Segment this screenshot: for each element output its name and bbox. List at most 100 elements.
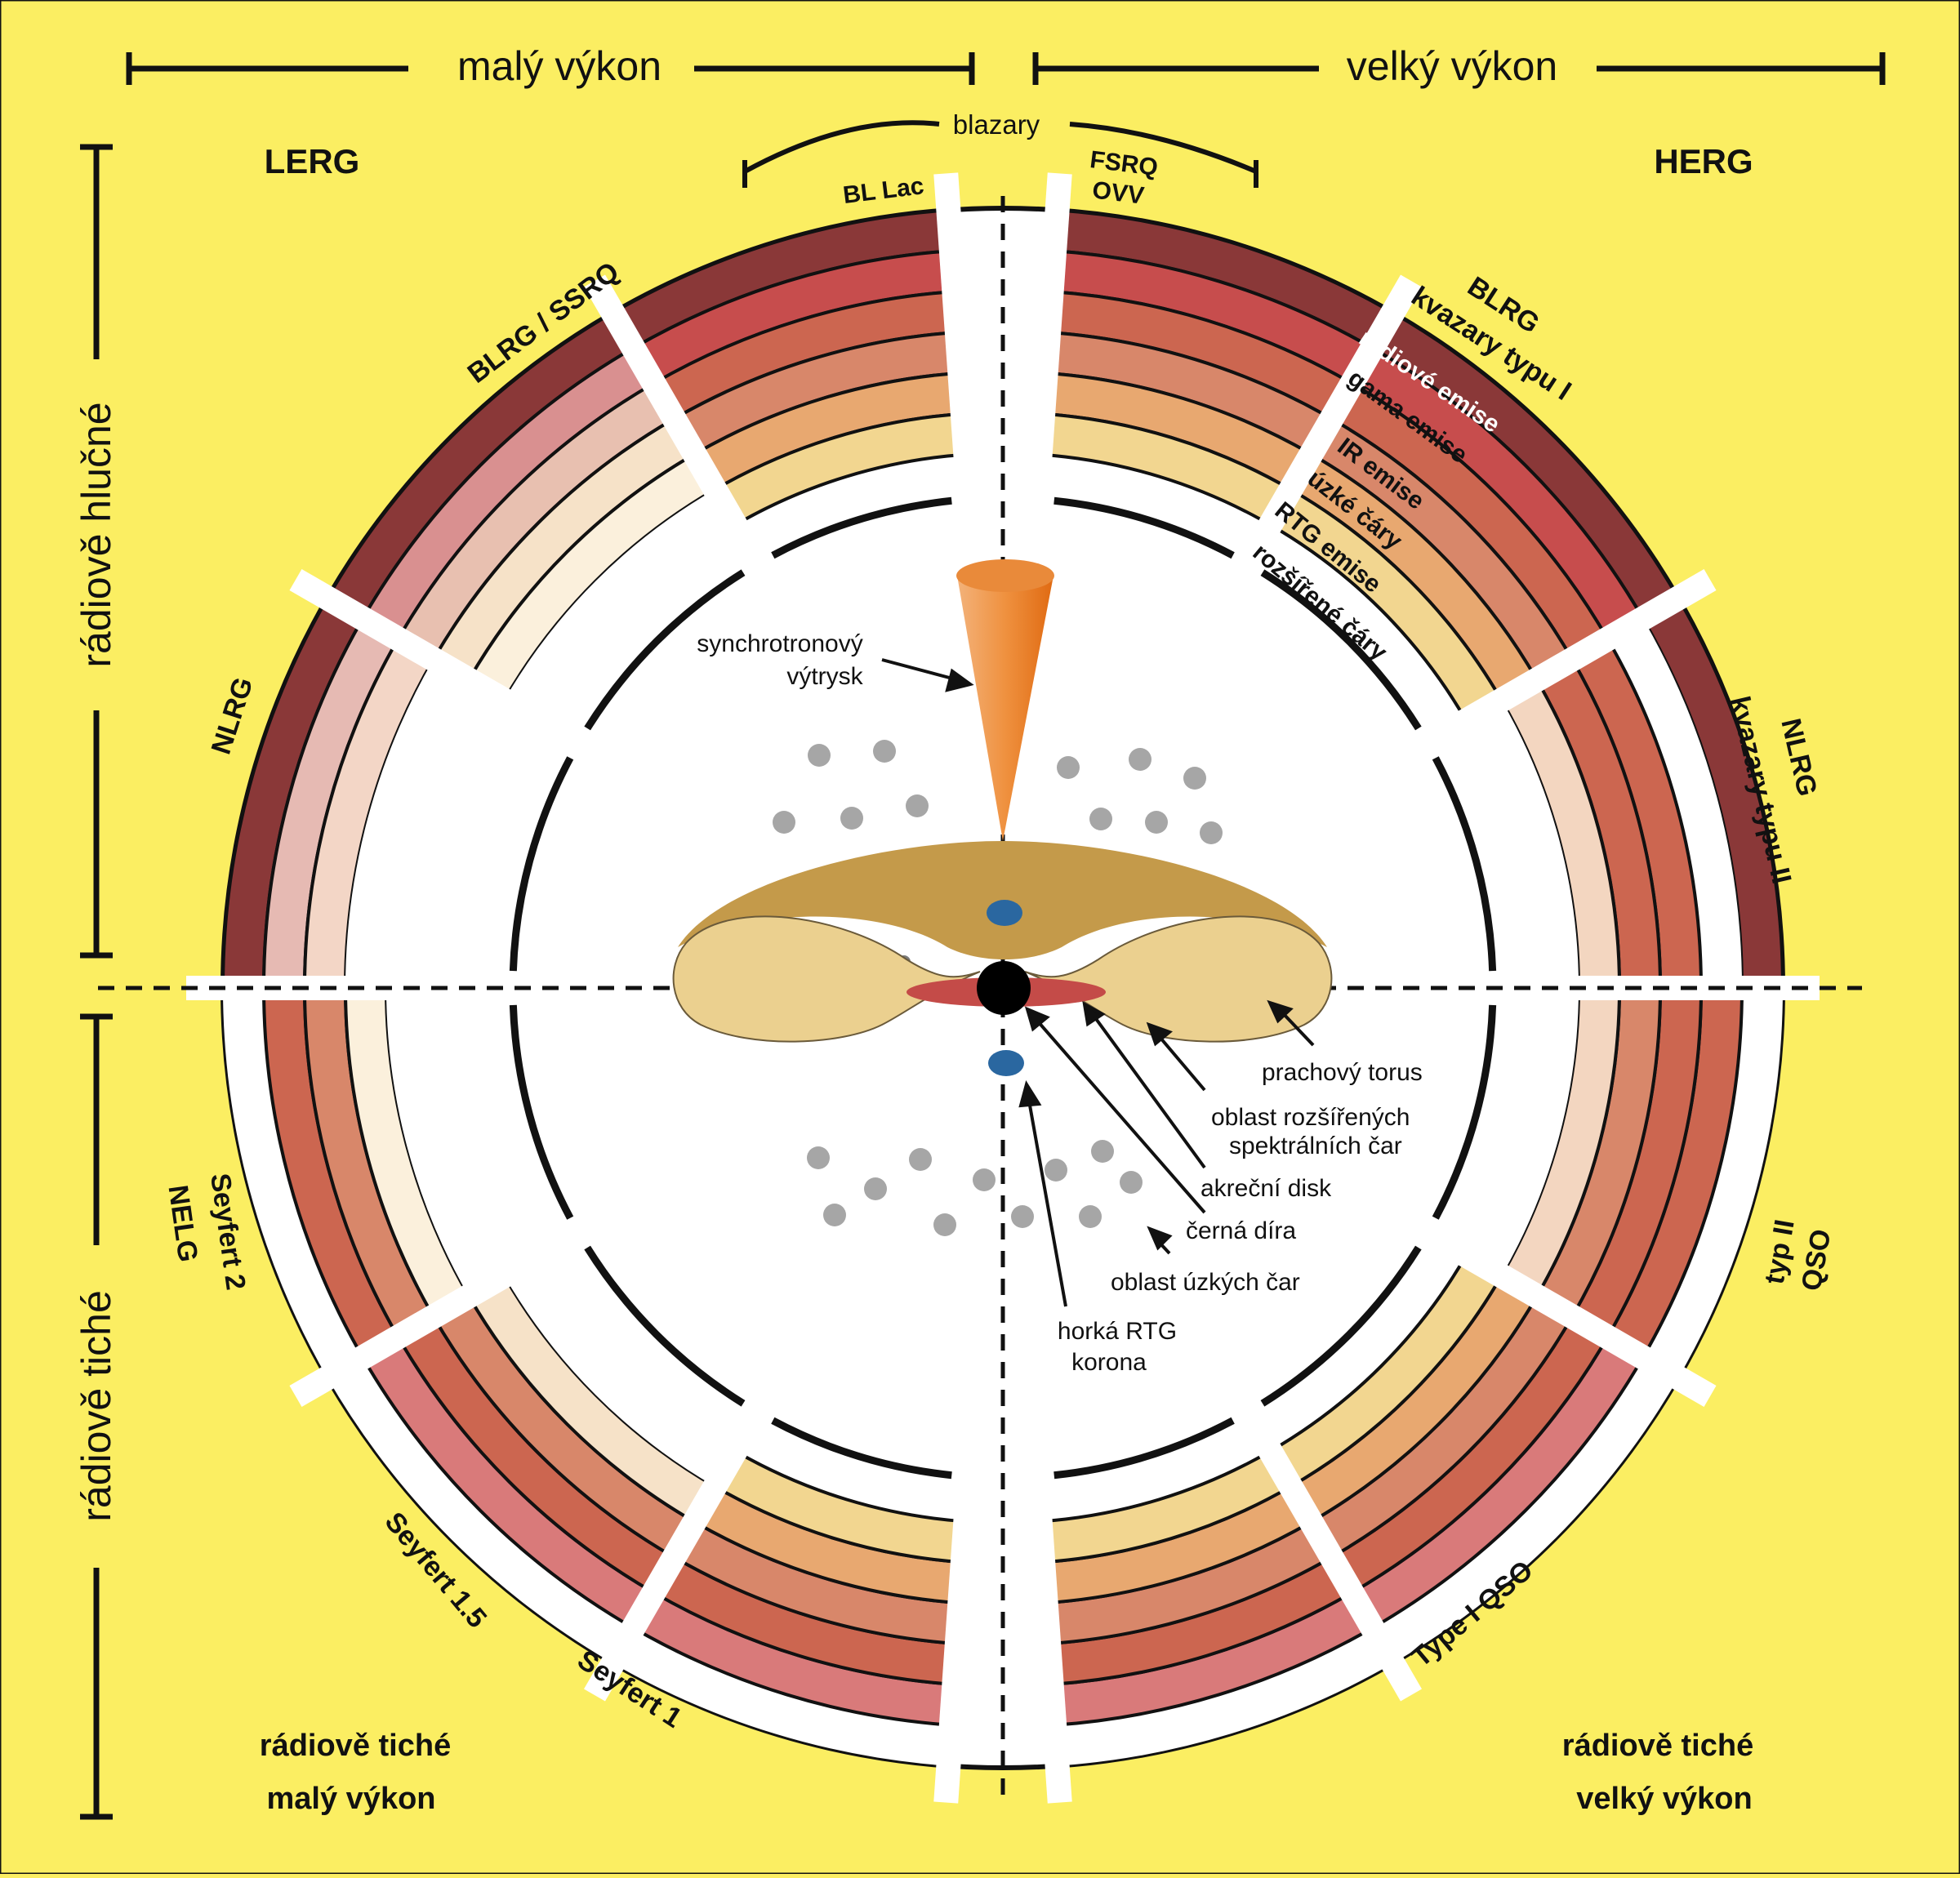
corona-label-line2: korona — [1071, 1349, 1147, 1376]
corner-bottom-right-line2: velký výkon — [1576, 1782, 1752, 1816]
band-segment — [504, 489, 736, 721]
segment-gap — [1027, 172, 1072, 468]
blazar-bracket — [743, 120, 1258, 174]
high-power-label: velký výkon — [1347, 43, 1557, 89]
gas-cloud — [1057, 756, 1080, 779]
blr-label-line1: oblast rozšířených — [1211, 1104, 1410, 1131]
gas-cloud — [1183, 767, 1206, 790]
jet-label-line2: výtrysk — [786, 663, 863, 690]
band-segment — [386, 988, 505, 1297]
inner-ring-arc — [1260, 569, 1422, 731]
blazar-label: blazary — [953, 109, 1040, 140]
gas-cloud — [909, 1148, 932, 1171]
synchrotron-jet — [957, 576, 1054, 841]
high-power-bar — [1032, 52, 1886, 85]
band-segment — [1372, 1357, 1679, 1664]
corona-blob-bottom — [988, 1050, 1024, 1076]
radio-loud-label: rádiově hlučné — [74, 402, 119, 667]
inner-ring-arc — [1054, 1417, 1235, 1480]
annotation-arrows — [881, 658, 1315, 1307]
jet-label-line1: synchrotronový — [697, 630, 862, 657]
inner-ring-arc — [1432, 1004, 1497, 1220]
gas-cloud — [873, 740, 896, 763]
nlr-label: oblast úzkých čar — [1111, 1269, 1300, 1296]
corner-bottom-left-line1: rádiově tiché — [260, 1729, 451, 1763]
segment-gaps — [186, 172, 1820, 1804]
torus-left-lobe — [672, 915, 981, 1043]
band-segment — [327, 1357, 634, 1664]
band-rings — [220, 206, 1785, 1770]
gas-cloud — [1091, 1140, 1114, 1163]
gas-cloud — [823, 1204, 846, 1226]
inner-ring-arc — [584, 1245, 746, 1407]
segment-gap — [584, 274, 752, 542]
radio-quiet-label: rádiově tiché — [74, 1290, 119, 1522]
inner-black-ring — [509, 496, 1497, 1480]
agn-model — [672, 559, 1333, 1236]
corona-blob-top — [987, 900, 1022, 926]
inner-ring-arc — [509, 1004, 574, 1220]
gas-cloud — [864, 1177, 887, 1200]
black-hole-label: černá díra — [1186, 1217, 1296, 1244]
gas-cloud — [840, 807, 863, 830]
gas-cloud — [933, 1213, 956, 1236]
herg-label: HERG — [1654, 142, 1753, 180]
lerg-label: LERG — [265, 142, 360, 180]
band-segment — [1642, 988, 1783, 1378]
gas-cloud — [773, 811, 795, 834]
blr-label-line2: spektrálních čar — [1229, 1133, 1402, 1159]
gas-cloud — [1129, 748, 1152, 771]
inner-ring-arc — [509, 756, 574, 972]
radio-quiet-bar — [80, 1013, 113, 1820]
gas-cloud — [808, 744, 831, 767]
inner-ring-arc — [771, 1417, 952, 1480]
band-segment — [1466, 700, 1579, 988]
band-segment — [504, 1255, 736, 1487]
corona-label-line1: horká RTG — [1058, 1318, 1177, 1345]
segment-gap — [584, 1434, 752, 1702]
gas-cloud — [1045, 1159, 1067, 1182]
gas-cloud — [1200, 821, 1223, 844]
gas-cloud — [1120, 1171, 1143, 1194]
black-hole — [977, 961, 1031, 1015]
inner-ring-arc — [1432, 756, 1497, 972]
band-segment — [1607, 618, 1742, 988]
segment-gap — [933, 1508, 979, 1804]
band-segment — [386, 679, 505, 988]
segment-gap — [1254, 1434, 1422, 1702]
inner-ring-arc — [1260, 1245, 1422, 1407]
gas-cloud — [906, 794, 929, 817]
inner-ring-arc — [1054, 496, 1235, 559]
gas-cloud — [1011, 1205, 1034, 1228]
gas-cloud — [1079, 1205, 1102, 1228]
gas-cloud — [973, 1168, 996, 1191]
band-segment — [223, 988, 363, 1378]
segment-gap — [1027, 1508, 1072, 1804]
gas-cloud — [807, 1146, 830, 1169]
segment-gap — [1449, 569, 1717, 737]
inner-ring-arc — [771, 496, 952, 559]
band-segment — [345, 659, 470, 988]
torus-label: prachový torus — [1262, 1059, 1423, 1086]
segment-gap — [1449, 1239, 1717, 1407]
segment-gap — [1254, 274, 1422, 542]
segment-gap — [933, 172, 979, 468]
band-segment — [1466, 988, 1579, 1276]
jet-top-cap — [956, 559, 1054, 592]
disk-label: akreční disk — [1200, 1175, 1332, 1202]
inner-ring-arc — [584, 569, 746, 731]
corner-bottom-left-line2: malý výkon — [267, 1782, 436, 1816]
band-segment — [427, 700, 540, 988]
low-power-bar — [126, 52, 975, 85]
segment-gap — [289, 569, 557, 737]
band-segment — [427, 988, 540, 1276]
segment-gap — [289, 1239, 557, 1407]
low-power-label: malý výkon — [457, 43, 662, 89]
ovv-label: OVV — [1091, 176, 1146, 209]
gas-cloud — [1145, 811, 1168, 834]
radio-loud-bar — [80, 144, 113, 959]
gas-cloud — [1089, 808, 1112, 830]
corner-bottom-right-line1: rádiově tiché — [1562, 1729, 1753, 1763]
